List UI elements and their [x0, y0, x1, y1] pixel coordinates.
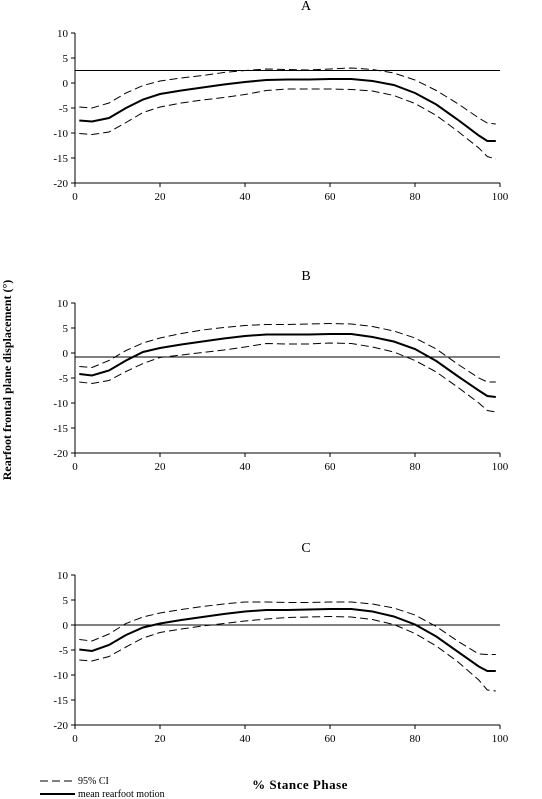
panel-c-x-tick-label: 20: [155, 733, 167, 745]
panel-b-ci-lower-line: [79, 342, 496, 413]
panel-b-title: B: [301, 269, 310, 284]
panel-a-y-tick-label: -10: [53, 128, 68, 140]
panel-b-x-tick-label: 60: [325, 461, 337, 473]
panel-b-x-tick-label: 80: [410, 461, 422, 473]
panel-c-x-tick-label: 40: [240, 733, 252, 745]
panel-b-x-tick-label: 20: [155, 461, 167, 473]
legend-mean-label: mean rearfoot motion: [78, 789, 165, 799]
panel-c-y-tick-label: 5: [63, 595, 69, 607]
panel-b-x-tick-label: 40: [240, 461, 252, 473]
panel-b-y-tick-label: -5: [59, 373, 69, 385]
x-axis-label: % Stance Phase: [252, 777, 348, 792]
panel-a-y-tick-label: -5: [59, 103, 69, 115]
panel-c-y-tick-label: -20: [53, 720, 68, 732]
panel-b-y-tick-label: 5: [63, 323, 69, 335]
panel-b-y-tick-label: -10: [53, 398, 68, 410]
panel-c-x-tick-label: 100: [492, 733, 509, 745]
panel-b-mean-line: [79, 333, 496, 398]
panel-a-y-tick-label: 5: [63, 53, 69, 65]
y-axis-label: Rearfoot frontal plane displacement (°): [0, 280, 14, 481]
panel-b-y-tick-label: -15: [53, 423, 68, 435]
panel-c-x-tick-label: 80: [410, 733, 422, 745]
panel-a: A 10 5 0 -5 -10 -15 -20 0 20 40 60 80 100: [53, 0, 508, 203]
panel-a-x-tick-label: 20: [155, 191, 167, 203]
panel-a-y-tick-label: 0: [63, 78, 69, 90]
panel-b-x-tick-label: 100: [492, 461, 509, 473]
panel-a-x-tick-label: 0: [72, 191, 78, 203]
panel-a-mean-line: [79, 78, 496, 142]
panel-c-title: C: [301, 541, 310, 556]
panel-a-y-tick-label: -15: [53, 153, 68, 165]
legend: 95% CI mean rearfoot motion: [40, 776, 165, 799]
legend-ci-label: 95% CI: [78, 776, 109, 787]
panel-c-x-tick-label: 0: [72, 733, 78, 745]
panel-b-y-tick-label: -20: [53, 448, 68, 460]
panel-c-y-tick-label: 10: [57, 570, 69, 582]
panel-c-ci-upper-line: [79, 601, 496, 655]
panel-c-y-tick-label: -15: [53, 695, 68, 707]
panel-c-y-tick-label: -10: [53, 670, 68, 682]
panel-a-x-tick-label: 80: [410, 191, 422, 203]
panel-a-x-tick-label: 60: [325, 191, 337, 203]
panel-a-title: A: [301, 0, 312, 14]
panel-a-y-tick-label: 10: [57, 28, 69, 40]
panel-b-y-tick-label: 0: [63, 348, 69, 360]
panel-c-y-tick-label: -5: [59, 645, 69, 657]
panel-c: C 10 5 0 -5 -10 -15 -20 0 20 40 60 80 100: [53, 541, 508, 745]
panel-c-mean-line: [79, 608, 496, 672]
panel-c-x-tick-label: 60: [325, 733, 337, 745]
panel-c-y-tick-label: 0: [63, 620, 69, 632]
panel-a-x-tick-label: 40: [240, 191, 252, 203]
panel-b-x-tick-label: 0: [72, 461, 78, 473]
panel-b-ci-upper-line: [79, 322, 496, 383]
panel-b: B 10 5 0 -5 -10 -15 -20 0 20 40 60 80 100: [53, 269, 508, 473]
panel-a-ci-upper-line: [79, 67, 496, 125]
panel-b-y-tick-label: 10: [57, 298, 69, 310]
panel-c-ci-lower-line: [79, 615, 496, 692]
panel-a-y-tick-label: -20: [53, 178, 68, 190]
panel-a-ci-lower-line: [79, 88, 496, 160]
panel-a-x-tick-label: 100: [492, 191, 509, 203]
